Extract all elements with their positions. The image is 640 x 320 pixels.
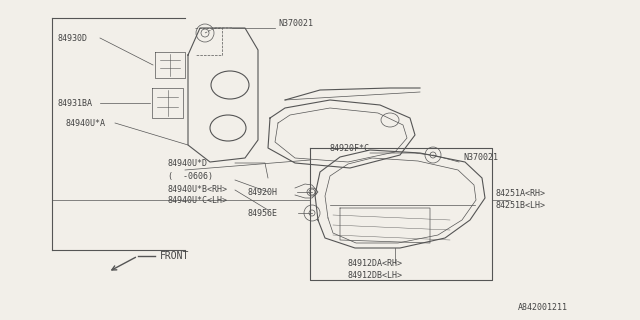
- Text: N370021: N370021: [278, 19, 313, 28]
- Text: 84940U*D: 84940U*D: [168, 158, 208, 167]
- Text: 84251B<LH>: 84251B<LH>: [496, 201, 546, 210]
- Text: 84930D: 84930D: [58, 34, 88, 43]
- Text: 84920H: 84920H: [248, 188, 278, 196]
- Text: 84920F*C: 84920F*C: [330, 143, 370, 153]
- Text: 84251A<RH>: 84251A<RH>: [496, 188, 546, 197]
- Text: 84956E: 84956E: [248, 209, 278, 218]
- Text: FRONT: FRONT: [160, 251, 189, 261]
- Text: 84912DB<LH>: 84912DB<LH>: [348, 270, 403, 279]
- Text: (  -0606): ( -0606): [168, 172, 213, 180]
- Text: 84940U*C<LH>: 84940U*C<LH>: [168, 196, 228, 204]
- Text: A842001211: A842001211: [518, 303, 568, 313]
- Text: N370021: N370021: [463, 153, 498, 162]
- Text: 84931BA: 84931BA: [58, 99, 93, 108]
- Text: 84940U*A: 84940U*A: [65, 118, 105, 127]
- Text: 84940U*B<RH>: 84940U*B<RH>: [168, 185, 228, 194]
- Text: 84912DA<RH>: 84912DA<RH>: [348, 259, 403, 268]
